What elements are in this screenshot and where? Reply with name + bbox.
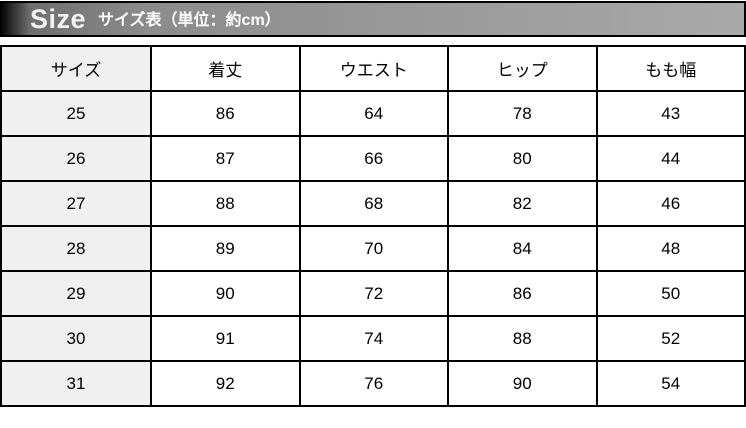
cell-waist: 72 xyxy=(298,270,449,317)
cell-hip: 80 xyxy=(447,135,598,182)
cell-thigh: 44 xyxy=(595,135,746,182)
cell-length: 91 xyxy=(150,315,301,362)
cell-length: 88 xyxy=(150,180,301,227)
table-row: 28 89 70 84 48 xyxy=(0,225,746,272)
size-chart-table: サイズ 着丈 ウエスト ヒップ もも幅 25 86 64 78 43 26 87… xyxy=(0,45,746,407)
table-row: 30 91 74 88 52 xyxy=(0,315,746,362)
cell-waist: 76 xyxy=(298,360,449,407)
cell-waist: 64 xyxy=(298,90,449,137)
cell-length: 92 xyxy=(150,360,301,407)
banner-table-gap xyxy=(0,37,746,45)
cell-thigh: 43 xyxy=(595,90,746,137)
table-row: 31 92 76 90 54 xyxy=(0,360,746,407)
cell-thigh: 54 xyxy=(595,360,746,407)
cell-length: 90 xyxy=(150,270,301,317)
cell-size: 27 xyxy=(0,180,152,227)
column-header-row: サイズ 着丈 ウエスト ヒップ もも幅 xyxy=(0,45,746,92)
column-header-thigh: もも幅 xyxy=(595,45,746,92)
column-header-hip: ヒップ xyxy=(447,45,598,92)
cell-hip: 78 xyxy=(447,90,598,137)
cell-waist: 68 xyxy=(298,180,449,227)
cell-length: 89 xyxy=(150,225,301,272)
cell-hip: 88 xyxy=(447,315,598,362)
cell-size: 30 xyxy=(0,315,152,362)
banner-title-en: Size xyxy=(30,3,87,34)
cell-hip: 90 xyxy=(447,360,598,407)
cell-size: 28 xyxy=(0,225,152,272)
column-header-size: サイズ xyxy=(0,45,152,92)
cell-size: 31 xyxy=(0,360,152,407)
cell-waist: 74 xyxy=(298,315,449,362)
banner-title-ja: サイズ表（単位：約cm） xyxy=(98,12,281,29)
cell-thigh: 50 xyxy=(595,270,746,317)
cell-hip: 82 xyxy=(447,180,598,227)
cell-length: 86 xyxy=(150,90,301,137)
table-row: 27 88 68 82 46 xyxy=(0,180,746,227)
cell-thigh: 48 xyxy=(595,225,746,272)
cell-length: 87 xyxy=(150,135,301,182)
cell-hip: 86 xyxy=(447,270,598,317)
cell-hip: 84 xyxy=(447,225,598,272)
size-chart-head: サイズ 着丈 ウエスト ヒップ もも幅 xyxy=(0,45,746,92)
cell-waist: 70 xyxy=(298,225,449,272)
cell-size: 25 xyxy=(0,90,152,137)
column-header-length: 着丈 xyxy=(150,45,301,92)
cell-size: 29 xyxy=(0,270,152,317)
size-banner: Size サイズ表（単位：約cm） xyxy=(0,1,746,37)
table-row: 29 90 72 86 50 xyxy=(0,270,746,317)
cell-thigh: 52 xyxy=(595,315,746,362)
cell-thigh: 46 xyxy=(595,180,746,227)
column-header-waist: ウエスト xyxy=(298,45,449,92)
cell-waist: 66 xyxy=(298,135,449,182)
size-chart-body: 25 86 64 78 43 26 87 66 80 44 27 88 68 8… xyxy=(0,90,746,407)
table-row: 26 87 66 80 44 xyxy=(0,135,746,182)
cell-size: 26 xyxy=(0,135,152,182)
table-row: 25 86 64 78 43 xyxy=(0,90,746,137)
